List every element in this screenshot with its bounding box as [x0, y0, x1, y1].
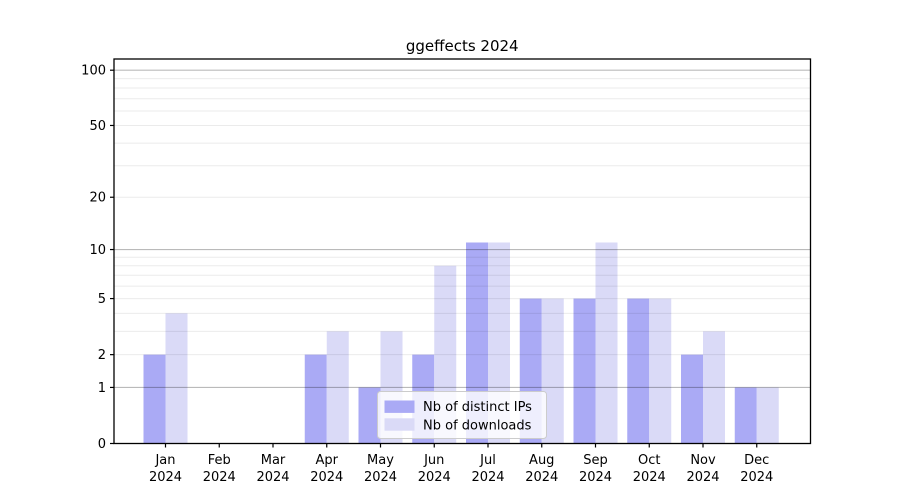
bar-nb-of-distinct-ips [681, 354, 703, 444]
y-tick-label: 20 [89, 191, 106, 206]
legend: Nb of distinct IPs Nb of downloads [377, 391, 547, 439]
x-tick-label-month: Sep [583, 453, 608, 468]
bar-nb-of-distinct-ips [143, 354, 166, 444]
bar-nb-of-downloads [541, 298, 564, 444]
bar-nb-of-downloads [165, 313, 188, 444]
y-tick-label: 5 [98, 292, 106, 307]
x-tick-label-year: 2024 [149, 470, 182, 485]
y-tick-label: 0 [98, 437, 106, 452]
x-tick-label-year: 2024 [418, 470, 451, 485]
x-tick-label-month: Feb [208, 453, 231, 468]
x-tick-label-year: 2024 [740, 470, 773, 485]
y-tick-label: 2 [98, 348, 106, 363]
x-tick-label-month: Jan [154, 453, 175, 468]
bar-nb-of-distinct-ips [734, 387, 757, 444]
x-tick-label-month: May [367, 453, 394, 468]
y-tick-label: 100 [81, 64, 106, 79]
bar-nb-of-distinct-ips [358, 387, 381, 444]
plot-frame [113, 58, 812, 445]
y-tick-label: 1 [98, 381, 106, 396]
bar-nb-of-downloads [703, 331, 725, 444]
x-tick-label-year: 2024 [310, 470, 343, 485]
x-tick-label-year: 2024 [364, 470, 397, 485]
bar-nb-of-distinct-ips [304, 354, 327, 444]
bar-nb-of-downloads [326, 331, 349, 444]
y-axis: 0 1 2 5 10 20 50 100 [81, 64, 114, 452]
x-tick-label-year: 2024 [256, 470, 289, 485]
grid-layer [114, 69, 811, 388]
x-tick-label-year: 2024 [525, 470, 558, 485]
legend-swatch-nb-of-downloads [384, 418, 415, 431]
legend-label-nb-of-downloads: Nb of downloads [423, 419, 532, 434]
x-tick-label-year: 2024 [579, 470, 612, 485]
x-tick-label-month: Jun [423, 453, 444, 468]
bar-nb-of-downloads [649, 298, 672, 444]
bar-nb-of-downloads [756, 387, 779, 444]
chart-title: ggeffects 2024 [406, 37, 519, 55]
x-tick-label-month: Mar [261, 453, 286, 468]
y-tick-label: 50 [89, 119, 106, 134]
y-tick-label: 10 [89, 243, 106, 258]
x-tick-label-month: Oct [638, 453, 660, 468]
x-tick-label-year: 2024 [633, 470, 666, 485]
x-tick-label-year: 2024 [686, 470, 719, 485]
bar-nb-of-distinct-ips [627, 298, 650, 444]
x-tick-label-month: Jul [479, 453, 496, 468]
legend-label-nb-of-distinct-ips: Nb of distinct IPs [423, 400, 532, 415]
bar-nb-of-distinct-ips [573, 298, 596, 444]
x-tick-label-month: Aug [529, 453, 554, 468]
x-tick-label-month: Apr [316, 453, 339, 468]
x-tick-label-month: Nov [690, 453, 716, 468]
x-axis: Jan 2024 Feb 2024 Mar 2024 Apr 2024 May 2024 Jun 20… [149, 443, 773, 485]
x-tick-label-year: 2024 [471, 470, 504, 485]
legend-box [377, 391, 547, 439]
x-tick-label-month: Dec [744, 453, 769, 468]
legend-swatch-nb-of-distinct-ips [384, 400, 415, 413]
x-tick-label-year: 2024 [203, 470, 236, 485]
bar-nb-of-downloads [595, 242, 618, 444]
